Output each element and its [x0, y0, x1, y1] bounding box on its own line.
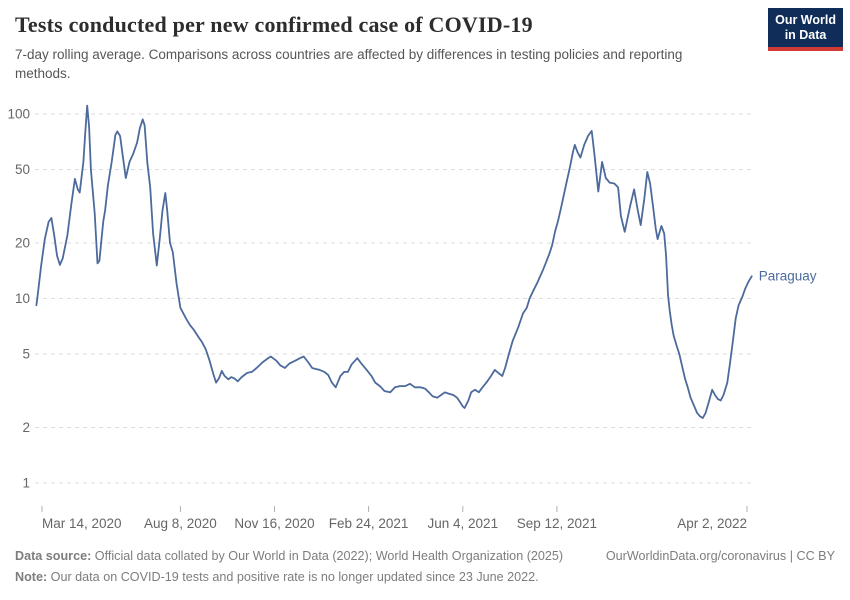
chart-subtitle: 7-day rolling average. Comparisons acros…: [15, 47, 683, 81]
owid-coronavirus-link[interactable]: OurWorldinData.org/coronavirus | CC BY: [605, 549, 835, 563]
y-tick-label-10: 10: [15, 291, 30, 306]
x-tick-label: Jun 4, 2021: [428, 516, 499, 531]
x-tick-label: Nov 16, 2020: [234, 516, 314, 531]
footer-row-sources: Data source: Official data collated by O…: [15, 546, 835, 567]
y-tick-label-2: 2: [22, 420, 30, 435]
owid-logo[interactable]: Our World in Data: [768, 8, 843, 51]
x-tick-label: Apr 2, 2022: [677, 516, 747, 531]
x-tick-label: Feb 24, 2021: [329, 516, 409, 531]
data-source-text: Data source: Official data collated by O…: [15, 549, 564, 563]
owid-logo-line1: Our World: [775, 13, 836, 27]
footer-note: Note: Our data on COVID-19 tests and pos…: [15, 570, 539, 585]
owid-logo-line2: in Data: [784, 27, 827, 42]
y-tick-label-20: 20: [15, 236, 30, 251]
page-title: Tests conducted per new confirmed case o…: [15, 12, 533, 37]
data-source-label: Data source:: [15, 549, 92, 563]
x-tick-label: Sep 12, 2021: [517, 516, 597, 531]
series-line-paraguay[interactable]: [35, 104, 753, 419]
line-chart[interactable]: 1 2 5 10 20 50 100 Mar 14, 2020 Aug 8, 2020 Nov 1…: [0, 0, 850, 545]
y-tick-label-100: 100: [7, 107, 30, 122]
chart-footer: Data source: Official data collated by O…: [15, 546, 835, 589]
y-tick-label-1: 1: [22, 476, 30, 491]
x-tick-label: Aug 8, 2020: [144, 516, 217, 531]
y-tick-label-50: 50: [15, 162, 30, 177]
series-label-paraguay: Paraguay: [759, 268, 817, 283]
note-label: Note:: [15, 570, 48, 585]
y-tick-label-5: 5: [22, 347, 30, 362]
x-tick-label: Mar 14, 2020: [42, 516, 122, 531]
chart-header: Tests conducted per new confirmed case o…: [15, 12, 755, 83]
